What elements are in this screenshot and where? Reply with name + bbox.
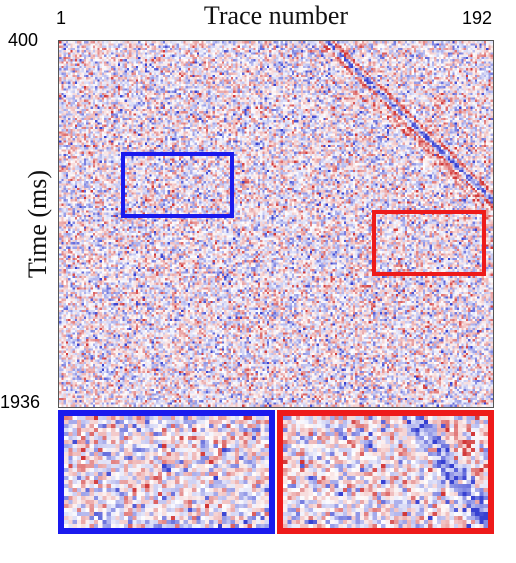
- x-tick-first: 1: [56, 8, 67, 28]
- y-tick-bottom: 1936: [0, 392, 41, 412]
- figure-title: Trace number: [203, 1, 349, 30]
- red-region-box: [372, 210, 486, 276]
- blue-zoom-image: [64, 416, 269, 528]
- blue-region-box: [121, 152, 234, 218]
- blue-zoom-inset: [58, 410, 275, 534]
- y-tick-top: 400: [8, 30, 39, 50]
- red-zoom-image: [283, 416, 488, 528]
- x-tick-last: 192: [462, 8, 493, 28]
- seismic-section-image: [58, 40, 494, 408]
- red-zoom-inset: [277, 410, 494, 534]
- y-axis-label: Time (ms): [23, 169, 52, 279]
